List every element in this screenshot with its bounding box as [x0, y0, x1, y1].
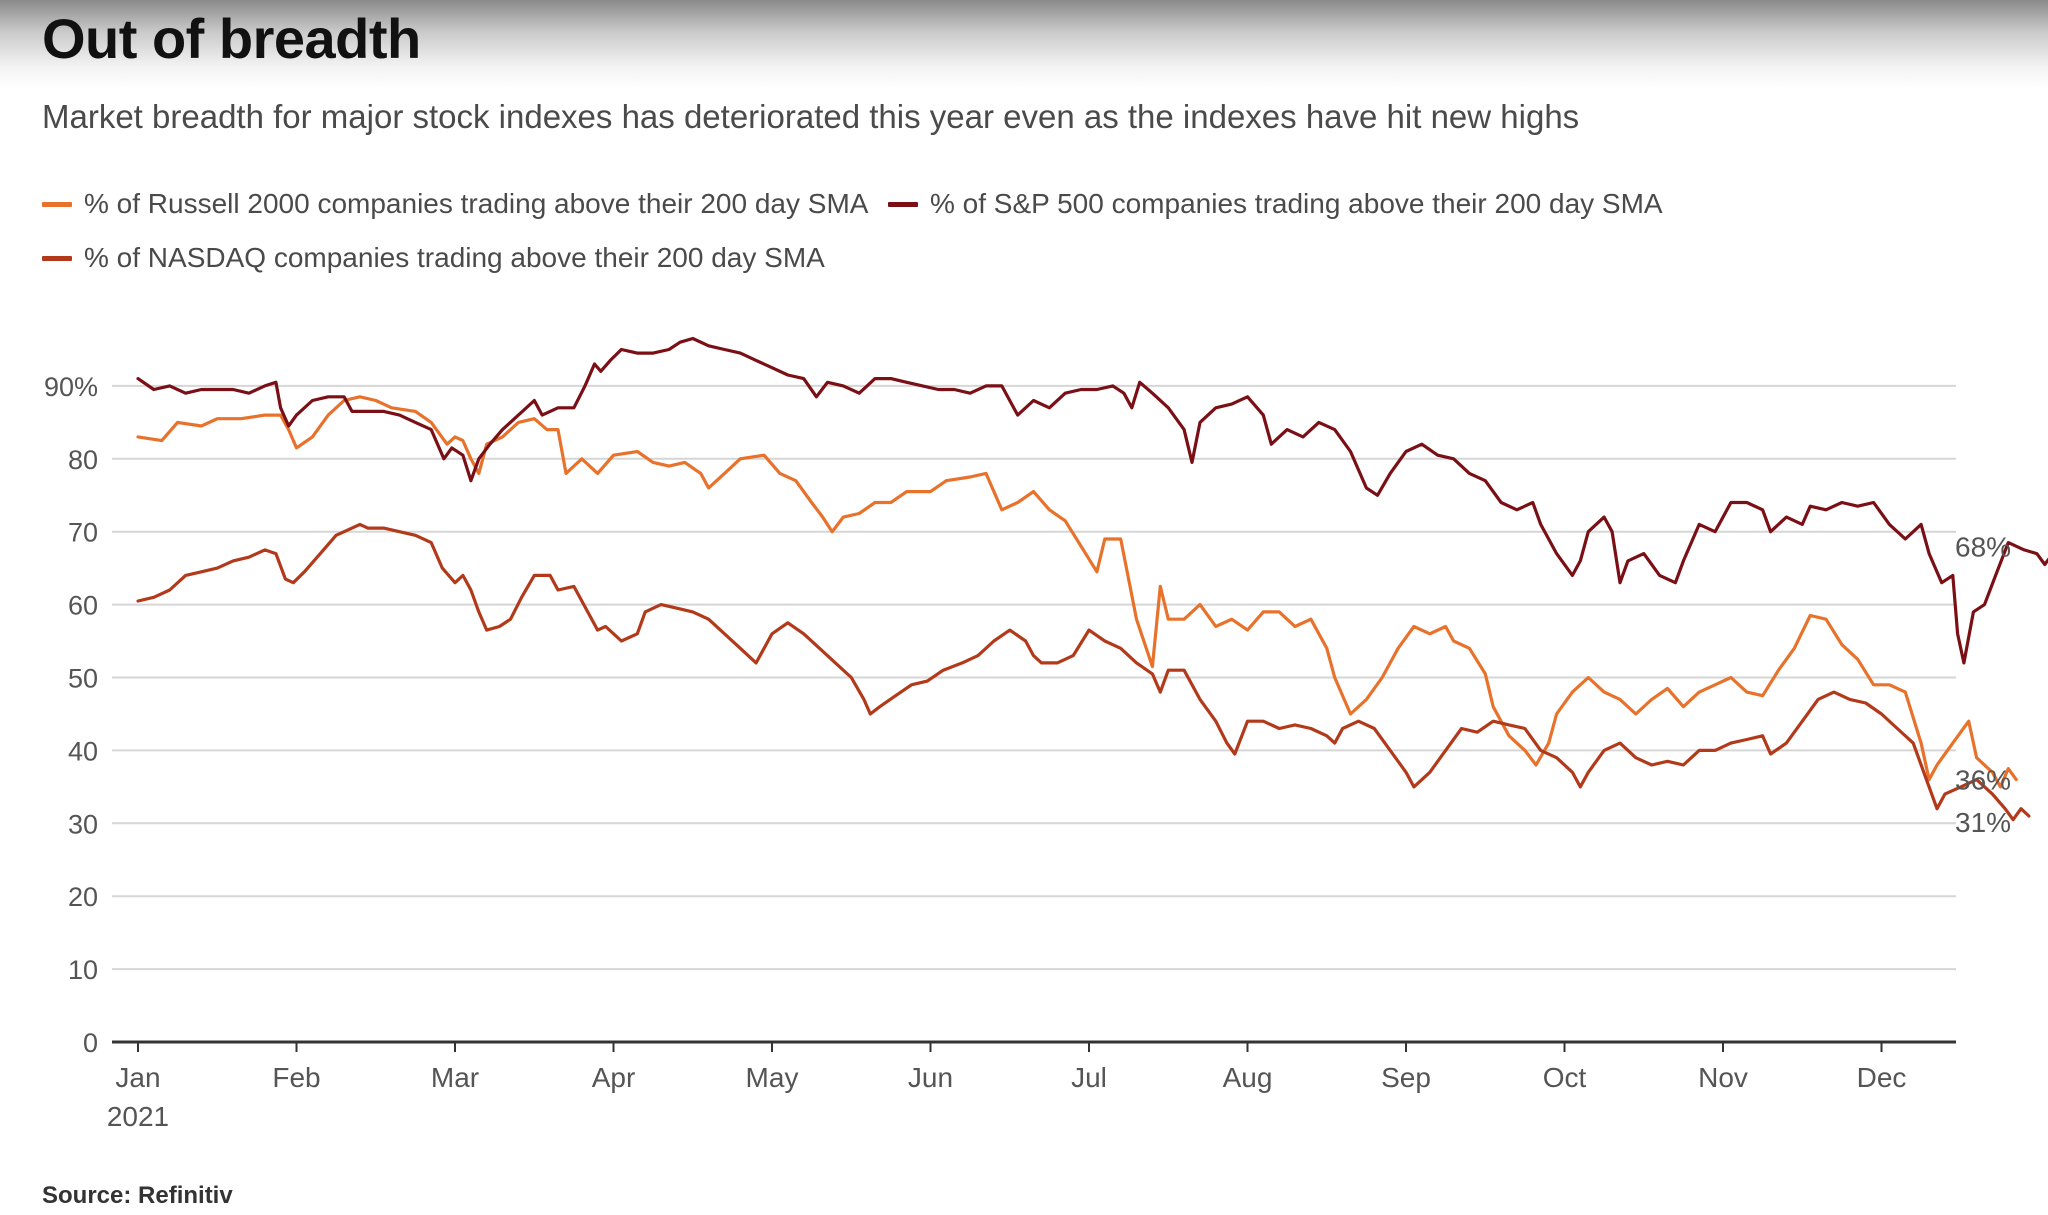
x-tick-label: Mar [431, 1062, 479, 1093]
chart-subtitle: Market breadth for major stock indexes h… [42, 98, 1580, 135]
series-line-russell [136, 395, 2018, 789]
legend-label-nasdaq: % of NASDAQ companies trading above thei… [84, 242, 825, 273]
x-tick-label: Apr [592, 1062, 636, 1093]
x-tick-label: Aug [1223, 1062, 1273, 1093]
x-tick-label: Sep [1381, 1062, 1431, 1093]
top-shade [0, 0, 2048, 90]
x-tick-label: Oct [1543, 1062, 1587, 1093]
legend-label-sp500: % of S&P 500 companies trading above the… [930, 188, 1663, 219]
y-tick-label: 20 [68, 882, 98, 912]
y-tick-label: 50 [68, 664, 98, 694]
y-tick-label: 80 [68, 445, 98, 475]
series-line-nasdaq [136, 522, 2031, 822]
y-tick-label: 10 [68, 955, 98, 985]
y-tick-label: 70 [68, 518, 98, 548]
end-label-nasdaq: 31% [1955, 807, 2011, 838]
y-tick-label: 30 [68, 809, 98, 839]
x-tick-label: Nov [1698, 1062, 1748, 1093]
x-tick-label: Jan [115, 1062, 160, 1093]
y-tick-label: 40 [68, 736, 98, 766]
x-year-label: 2021 [107, 1101, 169, 1132]
legend-swatch-nasdaq [42, 255, 72, 261]
y-tick-label: 60 [68, 591, 98, 621]
chart-title: Out of breadth [42, 7, 421, 70]
series-line-sp500 [136, 336, 2048, 665]
y-tick-label: 0 [83, 1028, 98, 1058]
legend-item-nasdaq: % of NASDAQ companies trading above thei… [42, 242, 825, 274]
end-label-russell: 36% [1955, 765, 2011, 796]
legend-swatch-russell [42, 201, 72, 207]
y-tick-label: 90% [44, 372, 98, 402]
source-note: Source: Refinitiv [42, 1182, 233, 1209]
legend-item-sp500: % of S&P 500 companies trading above the… [888, 188, 1663, 220]
x-tick-label: May [746, 1062, 799, 1093]
end-label-sp500: 68% [1955, 531, 2011, 562]
legend-swatch-sp500 [888, 201, 918, 207]
legend-item-russell: % of Russell 2000 companies trading abov… [42, 188, 868, 220]
x-tick-label: Jun [908, 1062, 953, 1093]
x-tick-label: Dec [1857, 1062, 1907, 1093]
x-tick-label: Feb [272, 1062, 320, 1093]
x-tick-label: Jul [1071, 1062, 1107, 1093]
legend-label-russell: % of Russell 2000 companies trading abov… [84, 188, 869, 219]
